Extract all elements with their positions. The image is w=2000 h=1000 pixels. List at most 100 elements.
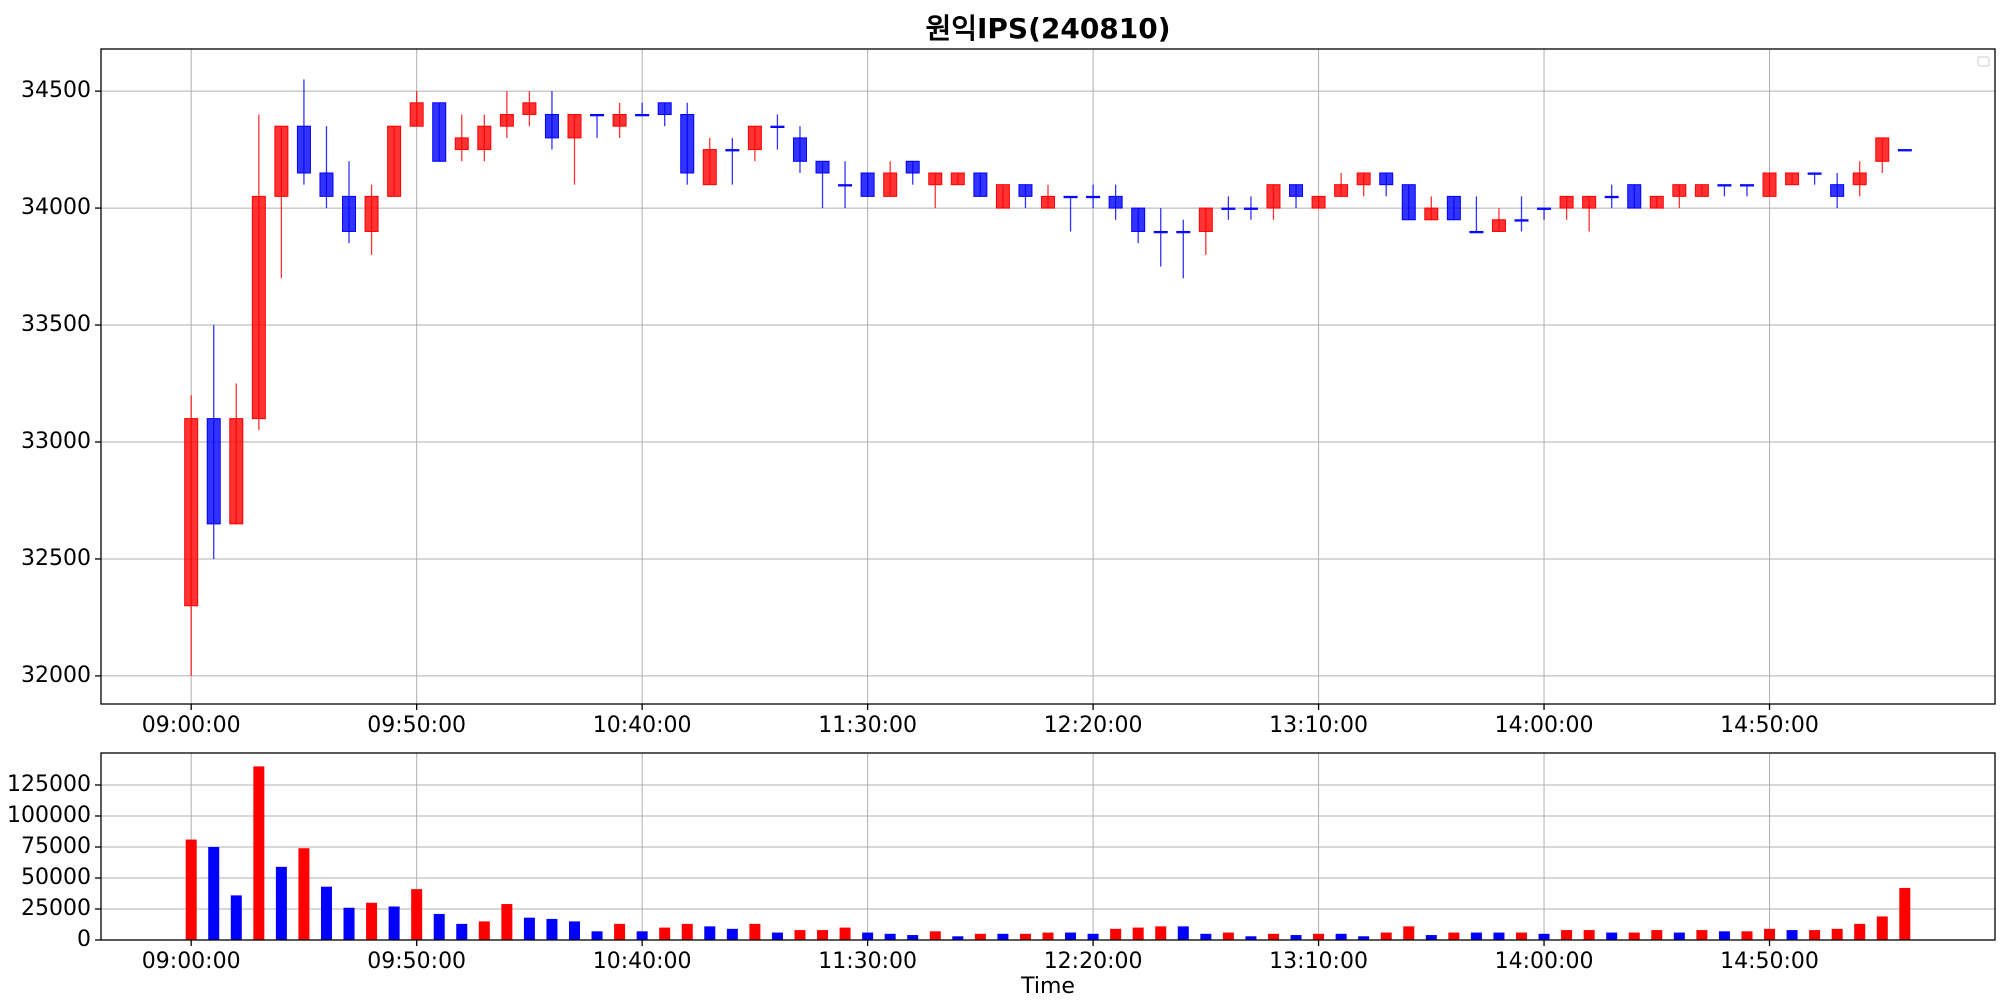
candle-body — [1739, 184, 1754, 187]
candle-body — [1086, 195, 1101, 199]
candle-body — [432, 102, 447, 162]
volume-bar — [907, 935, 919, 940]
candle-body — [995, 184, 1010, 209]
candle-body — [1266, 184, 1281, 209]
volume-bar — [1177, 926, 1189, 940]
candle-body — [499, 114, 514, 127]
volume-bar — [1042, 932, 1054, 940]
candle-body — [1807, 172, 1822, 175]
candle-body — [1243, 207, 1258, 210]
legend-box — [1977, 56, 1990, 67]
x-tick-label: 10:40:00 — [593, 949, 692, 974]
volume-bar — [1628, 932, 1640, 940]
volume-bar — [1673, 932, 1685, 940]
volume-bar — [1019, 933, 1031, 940]
volume-bar — [681, 923, 693, 940]
candle-body — [319, 172, 334, 197]
x-tick-label: 14:50:00 — [1720, 713, 1819, 738]
volume-bar — [1493, 932, 1505, 940]
candle-body — [206, 418, 221, 525]
candle-body — [544, 114, 559, 139]
volume-bar — [1313, 933, 1325, 940]
volume-bar — [230, 895, 242, 940]
volume-bar — [1335, 933, 1347, 940]
volume-bar — [1065, 932, 1077, 940]
candle-body — [680, 114, 695, 174]
candle-body — [1897, 149, 1912, 152]
candle-body — [1446, 195, 1461, 221]
volume-bar — [749, 923, 761, 940]
volume-bar — [1245, 936, 1257, 940]
volume-bar — [478, 921, 490, 940]
volume-bar — [659, 927, 671, 940]
candle-body — [1289, 184, 1304, 197]
volume-bar — [569, 921, 580, 940]
candle-body — [1311, 195, 1326, 209]
candle-body — [387, 125, 402, 197]
candle-body — [1830, 184, 1845, 197]
volume-bar — [929, 931, 941, 940]
y-tick-label: 32000 — [21, 663, 91, 688]
volume-bar — [1358, 936, 1370, 940]
x-tick-label: 11:30:00 — [818, 713, 917, 738]
candle-body — [1379, 172, 1394, 186]
y-tick-label: 125000 — [7, 772, 91, 797]
candle-body — [342, 195, 357, 232]
candle-body — [747, 125, 762, 151]
candle-body — [1424, 207, 1439, 221]
volume-bar — [1222, 932, 1234, 940]
candle-body — [815, 160, 830, 174]
candle-body — [1762, 172, 1777, 197]
volume-bar — [974, 933, 986, 940]
volume-bar — [1200, 933, 1212, 940]
candle-body — [950, 172, 965, 186]
y-tick-label: 32500 — [21, 546, 91, 571]
candle-body — [635, 114, 650, 117]
candle-body — [1108, 195, 1123, 209]
y-tick-label: 34000 — [21, 195, 91, 220]
volume-bar — [456, 923, 468, 940]
candle-body — [1018, 184, 1033, 197]
x-tick-label: 14:00:00 — [1495, 713, 1594, 738]
candle-body — [973, 172, 988, 197]
candle-body — [1176, 230, 1191, 234]
x-tick-label: 12:20:00 — [1044, 713, 1143, 738]
volume-bar — [1561, 930, 1573, 940]
volume-bar — [817, 930, 829, 940]
volume-bar — [591, 931, 603, 940]
x-tick-label: 09:00:00 — [142, 949, 241, 974]
candle-body — [229, 418, 244, 525]
chart-title: 원익IPS(240810) — [925, 12, 1170, 45]
volume-bar — [1516, 932, 1527, 940]
candle-body — [1582, 195, 1597, 209]
volume-bar — [862, 932, 874, 940]
candle-body — [1672, 184, 1687, 197]
x-tick-label: 11:30:00 — [818, 949, 917, 974]
y-tick-label: 34500 — [21, 78, 91, 103]
candle-body — [1559, 195, 1574, 209]
y-tick-label: 50000 — [21, 865, 91, 890]
volume-bar — [546, 918, 558, 940]
volume-bar — [208, 846, 220, 940]
candle-body — [1198, 207, 1213, 232]
candle-body — [1604, 195, 1619, 199]
candle-body — [477, 125, 492, 151]
candle-body — [860, 172, 875, 197]
volume-bar — [1403, 926, 1415, 940]
volume-bar — [1854, 923, 1866, 940]
volume-bar — [1696, 930, 1708, 940]
candle-body — [1401, 184, 1416, 221]
volume-bar — [1538, 933, 1550, 940]
volume-bar — [636, 931, 648, 940]
volume-bar — [1583, 930, 1595, 940]
x-tick-label: 09:50:00 — [367, 713, 466, 738]
volume-bar — [1651, 930, 1663, 940]
volume-bar — [433, 913, 445, 940]
candle-body — [1717, 184, 1732, 187]
candle-body — [1514, 219, 1529, 222]
volume-bar — [884, 933, 896, 940]
volume-bar — [839, 927, 851, 940]
x-axis-label: Time — [1020, 974, 1075, 999]
y-tick-label: 75000 — [21, 834, 91, 859]
volume-bar — [1380, 932, 1392, 940]
